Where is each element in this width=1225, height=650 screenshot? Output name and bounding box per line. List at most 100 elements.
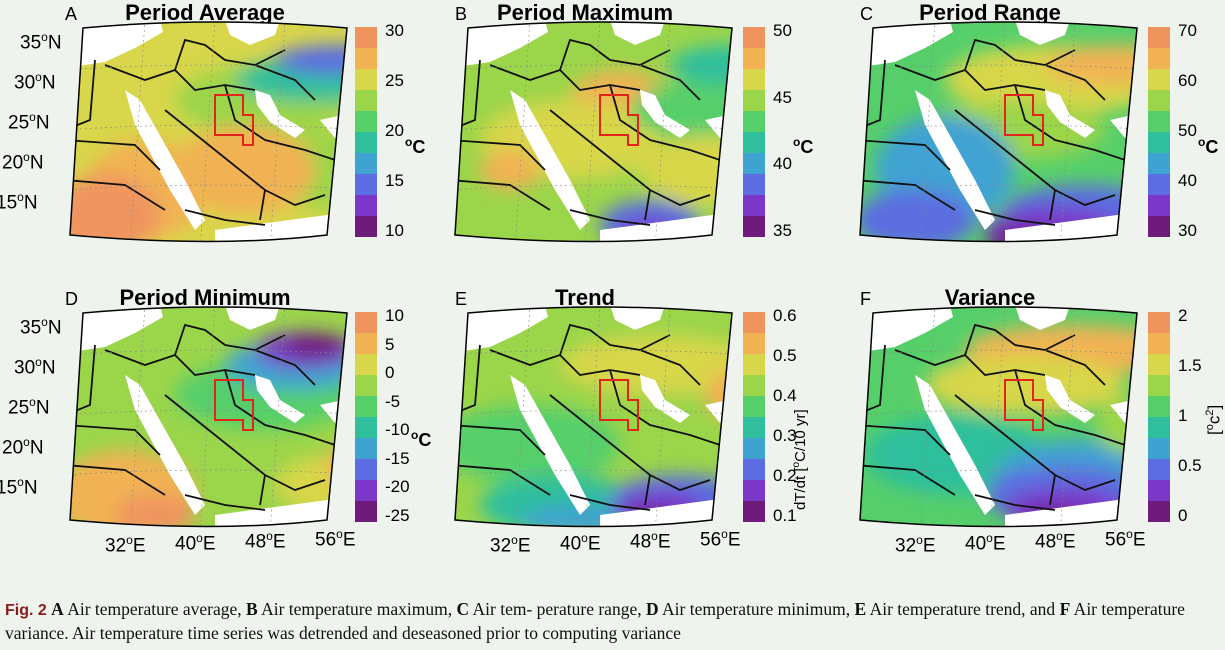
caption-fragment: Air temperature average, [63,599,246,619]
colorbar-segment [743,195,765,217]
sea-mask [610,22,665,45]
longitude-label: 48oE [245,529,286,553]
study-area-box [214,379,254,431]
grid-line [989,307,1006,527]
colorbar-unit-label: [oc2] [1204,404,1224,435]
map-plot [454,21,733,243]
country-border [559,38,671,71]
map-plot [69,306,348,528]
longitude-label: 32oE [490,533,531,557]
country-border [104,64,256,91]
colorbar-segment [355,480,377,502]
grid-line [654,307,671,527]
country-border [1044,64,1106,101]
latitude-label: 30oN [14,355,56,379]
study-area-box [599,94,639,146]
colorbar-unit-label: oC [405,135,426,157]
grid-line [654,22,671,242]
colorbar-segment [743,132,765,154]
longitude-label: 40oE [965,531,1006,555]
colorbar-segment [1148,174,1170,196]
colorbar-tick-label: 20 [385,121,404,140]
map-frame [69,306,348,528]
colorbar-segment [1148,111,1170,133]
map-panel-c: C Period Range 70 60 50 40 30 oC [810,0,1218,280]
figure-caption: Fig. 2 A Air temperature average, B Air … [5,598,1225,644]
grid-line [455,64,732,71]
colorbar-segment [1148,417,1170,439]
country-border [455,179,551,211]
longitude-label: 56oE [315,527,356,551]
colorbar-segment [1148,27,1170,49]
colorbar-segment [743,480,765,502]
map-panel-d: D Period Minimum 35oN 30oN 25oN 20oN 15oN 32oE 4… [0,285,431,565]
field-contour [925,355,1125,415]
grid-line [70,349,347,356]
country-border [964,323,1076,356]
map-plot [859,21,1138,243]
grid-line [70,184,347,191]
colorbar-segment [355,27,377,49]
colorbar-segment [1148,459,1170,481]
map-frame [69,21,348,243]
latitude-label: 20oN [2,150,44,174]
colorbar-segment [743,459,765,481]
grid-line [989,22,1006,242]
panel-letter: B [455,4,468,24]
colorbar-tick-label: 30 [1178,221,1197,240]
colorbar-segment [743,69,765,91]
colorbar-segment [1148,69,1170,91]
grid-line [70,469,347,476]
sea-mask [860,307,953,353]
colorbar [355,312,377,522]
colorbar [1148,312,1170,522]
colorbar-segment [743,174,765,196]
caption-panel-letter: E [854,599,867,619]
grid-line [860,64,1137,71]
latitude-label: 20oN [2,435,44,459]
colorbar-segment [355,195,377,217]
colorbar-segment [355,396,377,418]
colorbar-segment [1148,396,1170,418]
map-frame [859,21,1138,243]
colorbar-tick-label: 40 [1178,171,1197,190]
map-frame [454,21,733,243]
map-frame [454,306,733,528]
colorbar-segment [743,153,765,175]
colorbar-segment [743,216,765,237]
colorbar-segment [1148,153,1170,175]
grid-line [70,64,347,71]
study-area-box [599,379,639,431]
colorbar-tick-label: -25 [385,506,410,525]
colorbar [1148,27,1170,237]
field-contour [860,190,975,242]
longitude-label: 48oE [1035,529,1076,553]
grid-line [199,22,216,242]
country-border [1049,189,1056,221]
field-contour [285,333,345,357]
grid-line [1059,307,1076,527]
map-panel-b: B Period Maximum 50 45 40 35 oC [405,0,813,280]
map-plot [454,306,733,528]
country-border [70,139,161,171]
colorbar-segment [1148,354,1170,376]
colorbar-segment [1148,312,1170,334]
colorbar-segment [355,174,377,196]
longitude-label: 40oE [560,531,601,555]
colorbar-tick-label: 70 [1178,21,1197,40]
sea-mask [510,375,590,515]
country-border [174,323,286,356]
grid-line [860,184,1137,191]
colorbar-segment [743,438,765,460]
colorbar-segment [1148,132,1170,154]
colorbar-segment [743,501,765,522]
longitude-label: 40oE [175,531,216,555]
country-border [569,494,651,511]
sea-mask [455,307,548,353]
latitude-label: 25oN [8,110,50,134]
country-border [894,349,1046,376]
grid-line [269,22,286,242]
caption-fragment: Air temperature variance. Air temperatur… [5,599,1185,643]
colorbar-tick-label: -15 [385,448,410,468]
panel-title: Period Average [125,0,285,25]
